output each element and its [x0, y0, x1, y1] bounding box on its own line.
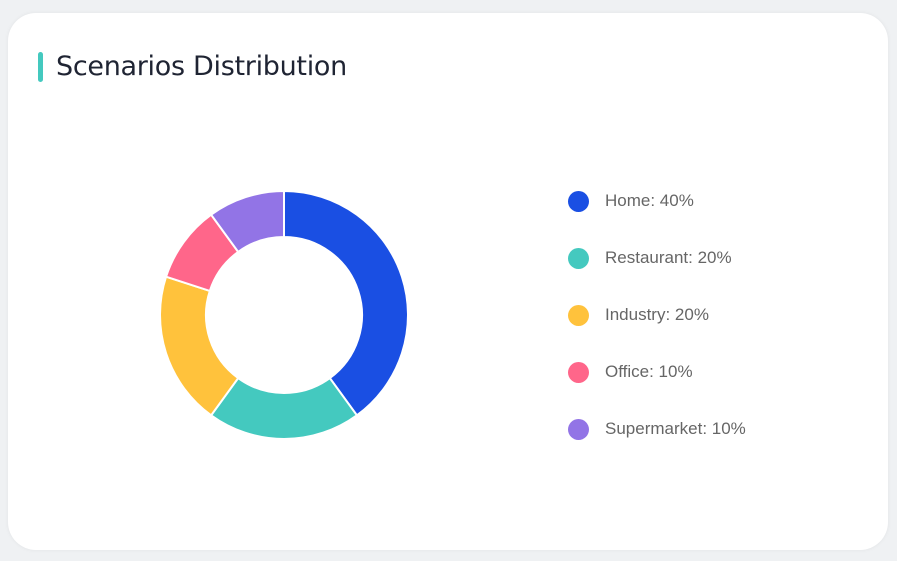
legend-label: Industry: 20% [605, 305, 709, 324]
legend-label: Supermarket: 10% [605, 419, 746, 438]
legend-dot-icon [568, 361, 589, 383]
slice-restaurant[interactable] [209, 376, 359, 440]
legend-dot-icon [568, 304, 589, 326]
legend-item-restaurant[interactable]: Restaurant: 20% [560, 243, 732, 273]
slice-home[interactable] [283, 189, 409, 417]
legend-item-home[interactable]: Home: 40% [560, 186, 694, 216]
legend-dot-icon [568, 418, 589, 440]
legend-label: Office: 10% [605, 362, 693, 381]
slice-supermarket[interactable] [209, 189, 285, 254]
chart-title: Scenarios Distribution [56, 51, 347, 82]
slice-industry[interactable] [159, 275, 240, 417]
legend-item-industry[interactable]: Industry: 20% [560, 300, 709, 330]
legend-item-office[interactable]: Office: 10% [560, 357, 693, 387]
chart-card: Scenarios Distribution [8, 13, 888, 550]
legend-dot-icon [568, 190, 589, 212]
title-accent-bar [38, 52, 43, 82]
legend-label: Restaurant: 20% [605, 248, 732, 267]
legend-label: Home: 40% [605, 191, 694, 210]
legend-dot-icon [568, 247, 589, 269]
legend-item-supermarket[interactable]: Supermarket: 10% [560, 414, 746, 444]
